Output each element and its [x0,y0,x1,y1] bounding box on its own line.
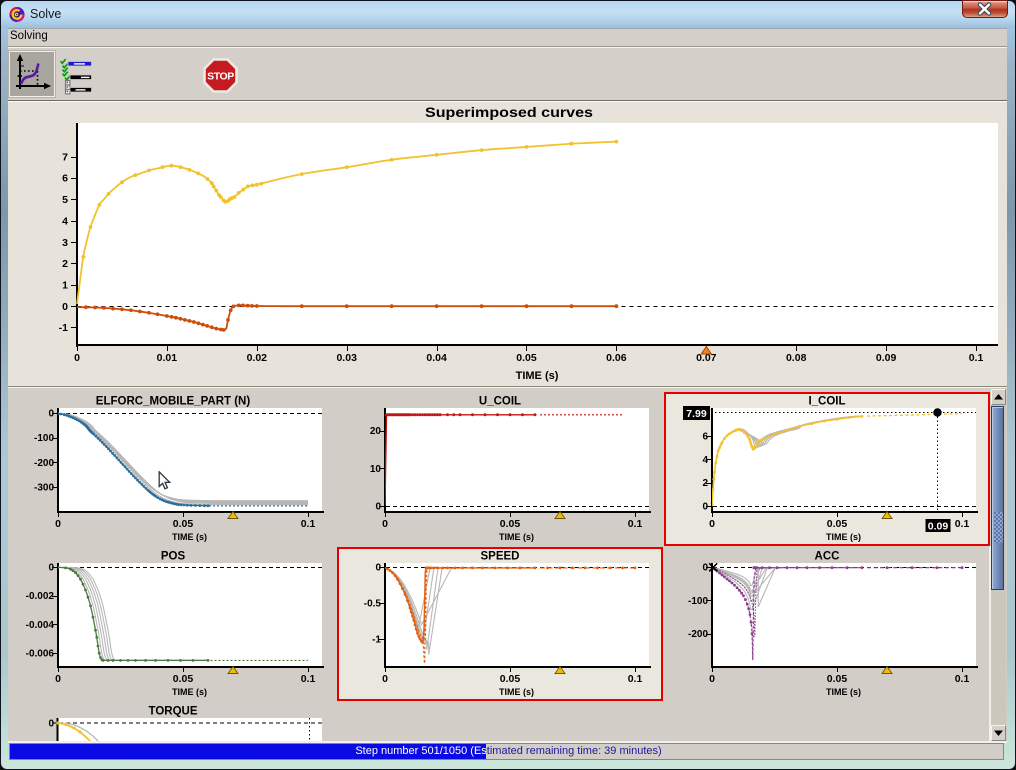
svg-text:0: 0 [702,563,708,574]
svg-text:TIME (s): TIME (s) [172,687,207,697]
svg-text:-300: -300 [34,483,54,494]
svg-text:0.1: 0.1 [301,673,316,685]
svg-text:0.1: 0.1 [969,352,984,364]
svg-text:0.05: 0.05 [827,518,848,530]
svg-text:-200: -200 [688,629,708,640]
svg-text:ACC: ACC [815,551,840,563]
svg-text:5: 5 [62,194,68,206]
svg-text:TIME (s): TIME (s) [499,687,534,697]
svg-text:0.05: 0.05 [173,518,194,530]
svg-text:0.07: 0.07 [696,352,717,364]
svg-text:0: 0 [702,502,708,513]
svg-text:TIME (s): TIME (s) [499,532,534,542]
svg-text:0: 0 [382,518,388,530]
svg-text:0: 0 [55,673,61,685]
svg-text:20: 20 [370,426,382,437]
svg-text:I_COIL: I_COIL [808,396,845,408]
svg-text:0: 0 [375,563,381,574]
svg-text:-0.004: -0.004 [26,620,55,631]
svg-text:0.1: 0.1 [955,518,970,530]
svg-text:POS: POS [161,551,186,563]
svg-text:0.1: 0.1 [955,673,970,685]
svg-text:ELFORC_MOBILE_PART (N): ELFORC_MOBILE_PART (N) [96,396,251,408]
svg-text:0.04: 0.04 [426,352,447,364]
svg-text:-200: -200 [34,458,54,469]
svg-text:7: 7 [62,151,68,163]
svg-text:U_COIL: U_COIL [479,396,521,408]
svg-text:TIME (s): TIME (s) [172,532,207,542]
svg-text:-1: -1 [372,635,381,646]
svg-text:2: 2 [62,258,68,270]
svg-text:6: 6 [62,173,68,185]
svg-text:STOP: STOP [207,70,234,82]
svg-text:0.03: 0.03 [336,352,357,364]
svg-text:0: 0 [382,673,388,685]
svg-text:0: 0 [709,673,715,685]
svg-text:TIME (s): TIME (s) [826,687,861,697]
svg-text:0.1: 0.1 [301,518,316,530]
svg-text:4: 4 [62,215,68,227]
svg-text:7.99: 7.99 [686,408,707,420]
svg-text:0.05: 0.05 [500,518,521,530]
svg-text:SPEED: SPEED [481,551,520,563]
svg-text:0.05: 0.05 [173,673,194,685]
svg-text:3: 3 [62,237,68,249]
svg-text:0: 0 [375,502,381,513]
svg-text:-100: -100 [688,596,708,607]
svg-text:0: 0 [48,719,54,730]
svg-text:0.09: 0.09 [876,352,897,364]
svg-text:-1: -1 [59,322,68,334]
svg-text:0: 0 [709,518,715,530]
svg-text:10: 10 [370,464,382,475]
svg-text:0.05: 0.05 [516,352,537,364]
svg-text:0.02: 0.02 [247,352,268,364]
svg-text:2: 2 [702,478,708,489]
svg-text:0.1: 0.1 [628,518,643,530]
svg-text:TIME (s): TIME (s) [516,370,559,382]
svg-text:1: 1 [62,280,68,292]
svg-text:-0.5: -0.5 [364,599,382,610]
svg-text:0: 0 [48,409,54,420]
svg-text:0.08: 0.08 [786,352,807,364]
svg-text:0: 0 [62,301,68,313]
svg-text:-0.006: -0.006 [26,649,55,660]
svg-text:0.05: 0.05 [500,673,521,685]
svg-text:0.09: 0.09 [928,521,949,533]
svg-text:6: 6 [702,432,708,443]
svg-text:TORQUE: TORQUE [149,706,198,718]
svg-text:0: 0 [55,518,61,530]
svg-text:0: 0 [74,352,80,364]
svg-text:0.05: 0.05 [827,673,848,685]
svg-text:0.01: 0.01 [157,352,178,364]
svg-text:TIME (s): TIME (s) [826,532,861,542]
svg-text:-0.002: -0.002 [26,591,55,602]
svg-text:4: 4 [702,455,708,466]
svg-text:0: 0 [48,563,54,574]
svg-text:0.1: 0.1 [628,673,643,685]
svg-text:-100: -100 [34,433,54,444]
svg-text:Superimposed curves: Superimposed curves [425,104,593,120]
svg-text:0.06: 0.06 [606,352,627,364]
